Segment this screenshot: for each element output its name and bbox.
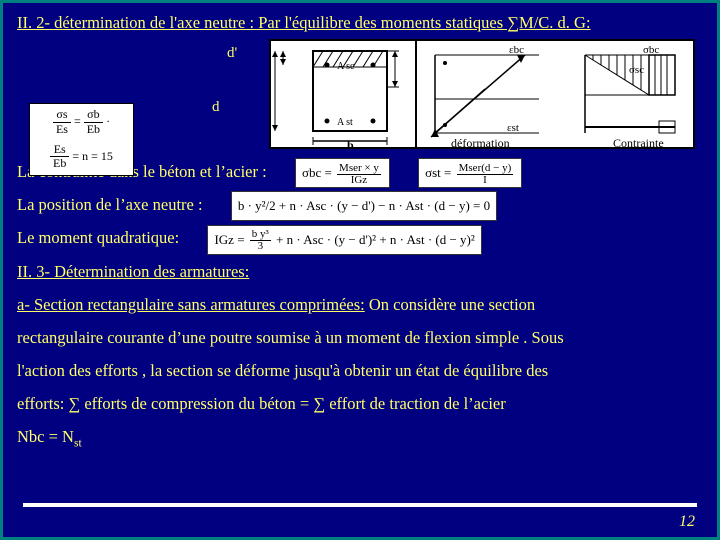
annot-d-prime: d' <box>227 45 237 62</box>
label-deformation: déformation <box>451 136 510 150</box>
formula-sigma-st: σst = Mser(d − y)I <box>418 158 522 188</box>
f-m-tail: + n · Asc · (y − d')² + n · Ast · (d − y… <box>276 232 475 247</box>
label-ast: A st <box>337 117 353 128</box>
label-eps-bc: εbc <box>509 44 524 56</box>
moment-label: Le moment quadratique: <box>17 228 179 247</box>
sb-r2-den: Eb <box>50 157 69 171</box>
line-moment: Le moment quadratique: IGz = b y³3 + n ·… <box>17 221 703 254</box>
formula-moment: IGz = b y³3 + n · Asc · (y − d')² + n · … <box>207 225 481 255</box>
sb-r1-tail: · <box>106 114 110 128</box>
label-sigma-bc: σbc <box>643 44 659 56</box>
f-sst-den: I <box>457 175 514 186</box>
page-number: 12 <box>679 513 695 531</box>
formula-position: b · y²/2 + n · Asc · (y − d') − n · Ast … <box>231 191 497 221</box>
heading1-text: II. 2- détermination de l'axe neutre : P… <box>17 13 591 32</box>
heading-armatures: II. 3- Détermination des armatures: <box>17 255 703 288</box>
label-eps-st: εst <box>507 122 519 134</box>
position-label: La position de l’axe neutre : <box>17 195 203 214</box>
f-sbc-lhs: σbc = <box>302 165 332 180</box>
sb-r2-num: Es <box>50 143 69 158</box>
sb-r1-num: σs <box>53 108 71 123</box>
slide-page: { "colors": { "page_bg": "#000080", "pag… <box>0 0 720 540</box>
line-nbc-nst: Nbc = Nst <box>17 420 703 455</box>
heading-axe-neutre: II. 2- détermination de l'axe neutre : P… <box>17 11 591 33</box>
para-a-line3: l'action des efforts , la section se déf… <box>17 354 703 387</box>
f-sst-lhs: σst = <box>425 165 451 180</box>
diagram1-svg: A sc A st b <box>271 41 431 151</box>
para-a-rest1: On considère une section <box>365 295 535 314</box>
sb-r2-eq: = n = 15 <box>72 149 113 163</box>
diagram-cross-section: A sc A st b <box>269 39 429 149</box>
para-a-line2: rectangulaire courante d’une poutre soum… <box>17 321 703 354</box>
sb-r1-eq: = <box>74 114 81 128</box>
label-b: b <box>347 138 354 151</box>
label-sigma-sc: σsc <box>629 64 644 76</box>
f-m-lhs: IGz = <box>214 232 244 247</box>
sb-r1-rden: Eb <box>84 123 103 137</box>
f-sbc-num: Mser × y <box>337 163 381 175</box>
para-a-line4: efforts: ∑ efforts de compression du bét… <box>17 387 703 420</box>
sb-r1-den: Es <box>53 123 71 137</box>
para-a-lead: a- Section rectangulaire sans armatures … <box>17 295 365 314</box>
f-m-den: 3 <box>250 241 271 252</box>
sidebox-ratios: σsEs = σbEb · EsEb = n = 15 <box>29 103 134 176</box>
nbc-eq: = N <box>45 427 74 446</box>
label-contrainte: Contrainte <box>613 136 664 150</box>
footer-rule <box>23 503 697 507</box>
formula-sigma-bc: σbc = Mser × yIGz <box>295 158 390 188</box>
sb-r1-rnum: σb <box>84 108 103 123</box>
nbc: Nbc <box>17 427 45 446</box>
diagram2-svg: εbc εst déformation σbc <box>417 41 697 151</box>
nst-sub: st <box>74 437 82 449</box>
line-position: La position de l’axe neutre : b · y²/2 +… <box>17 188 703 221</box>
label-asc: A sc <box>337 61 355 72</box>
f-sst-num: Mser(d − y) <box>457 163 514 175</box>
diagram-strain-stress: εbc εst déformation σbc <box>415 39 695 149</box>
f-sbc-den: IGz <box>337 175 381 186</box>
para-a-line1: a- Section rectangulaire sans armatures … <box>17 288 703 321</box>
annot-d: d <box>212 99 220 116</box>
